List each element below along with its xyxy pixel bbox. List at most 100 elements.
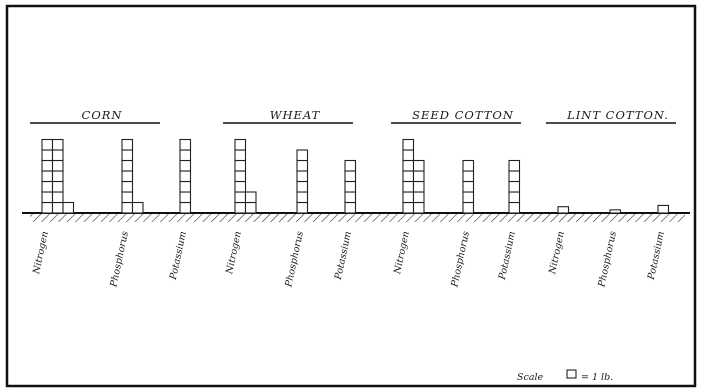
bar-cell [179,191,192,204]
bar-cell [296,159,309,172]
bar-cell [41,191,54,204]
nutrient-label: Potassium [333,230,354,281]
group-title: WHEAT [270,108,321,122]
bar-cell [51,191,64,204]
bar-cell [41,159,54,172]
nutrient-label: Phosphorus [449,230,472,289]
bar-cell [412,201,425,214]
bar-cell [179,149,192,162]
nutrient-label: Phosphorus [108,230,131,289]
bar-nitrogen [41,138,75,214]
bar-cell [344,180,357,193]
bar-cell [462,180,475,193]
bar-cell [41,138,54,151]
bar-cell [121,191,134,204]
bar-cell [412,159,425,172]
bar-cell [508,180,521,193]
bar-cell [462,159,475,172]
bar-cell [462,191,475,204]
bar-cell [51,138,64,151]
bar-cell [557,206,570,214]
bar-cell [234,149,247,162]
bar-cell [179,180,192,193]
bar-cell [296,180,309,193]
nutrient-label: Nitrogen [31,230,51,276]
group-corn: CORN Nitrogen Phosphorus Potassium [30,108,192,289]
bar-cell [121,201,134,214]
bar-cell [508,201,521,214]
bar-nitrogen [557,206,570,214]
bar-phosphorus [462,159,475,214]
bar-potassium [508,159,521,214]
bar-cell [234,191,247,204]
bar-cell [296,191,309,204]
bar-nitrogen [234,138,257,214]
bar-cell [234,170,247,183]
bar-cell [234,180,247,193]
bar-cell [51,201,64,214]
bar-cell [131,201,144,214]
bar-cell [244,201,257,214]
bar-cell [179,201,192,214]
bar-cell [296,201,309,214]
group-title: SEED COTTON [412,108,514,122]
bar-cell [344,191,357,204]
bar-nitrogen [402,138,425,214]
bar-cell [179,159,192,172]
bar-cell [51,180,64,193]
bar-cell [41,180,54,193]
nutrient-label: Nitrogen [224,230,244,276]
group-seed-cotton: SEED COTTON Nitrogen Phosphorus Potassium [391,108,521,289]
bar-cell [179,170,192,183]
bar-cell [402,159,415,172]
nutrient-label: Phosphorus [596,230,619,289]
ground-hatching [30,213,685,222]
bar-cell [41,149,54,162]
frame-border [5,4,697,388]
bar-cell [462,201,475,214]
bar-potassium [344,159,357,214]
bar-phosphorus [609,209,622,214]
bar-cell [121,170,134,183]
bar-cell [508,191,521,204]
bar-potassium [179,138,192,214]
bar-cell [344,159,357,172]
nutrient-label: Potassium [497,230,518,281]
nutrient-label: Potassium [168,230,189,281]
nutrient-label: Nitrogen [547,230,567,276]
scale-unit: = 1 lb. [581,372,613,383]
bar-cell [344,170,357,183]
bar-cell [402,201,415,214]
bar-cell [234,138,247,151]
bar-cell [121,180,134,193]
bar-cell [121,159,134,172]
bar-cell [402,138,415,151]
scale-square [566,369,577,379]
bar-cell [508,170,521,183]
bar-cell [402,180,415,193]
bar-cell [234,159,247,172]
bar-cell [296,170,309,183]
bar-cell [296,149,309,162]
group-wheat: WHEAT Nitrogen Phosphorus Potassium [223,108,357,289]
bar-cell [41,201,54,214]
bar-cell [62,201,75,214]
bar-cell [344,201,357,214]
bar-cell [244,191,257,204]
bar-cell [412,191,425,204]
bar-phosphorus [121,138,144,214]
bar-cell [508,159,521,172]
bar-cell [234,201,247,214]
bar-phosphorus [296,149,309,214]
bar-cell [609,209,622,214]
bar-cell [41,170,54,183]
group-lint-cotton: LINT COTTON. Nitrogen Phosphorus Potassium [546,108,676,289]
nutrient-label: Potassium [646,230,667,281]
scale-label: Scale [517,372,544,383]
bar-cell [657,204,670,214]
bar-cell [402,191,415,204]
bar-cell [121,138,134,151]
bar-cell [412,180,425,193]
group-title: CORN [82,108,123,122]
